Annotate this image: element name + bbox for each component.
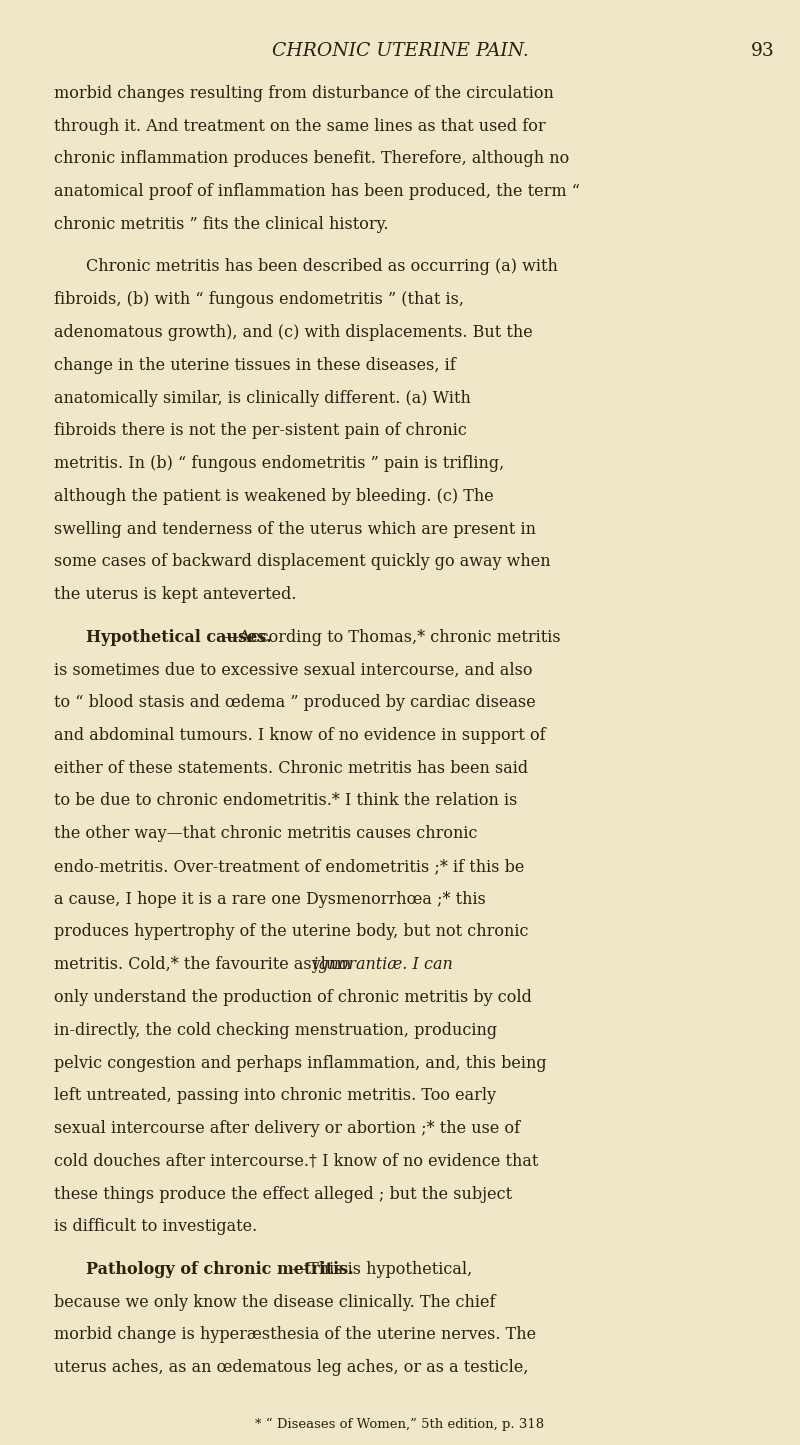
Text: Pathology of chronic metritis.: Pathology of chronic metritis. <box>86 1261 354 1277</box>
Text: anatomically similar, is clinically different. (a) With: anatomically similar, is clinically diff… <box>54 390 471 406</box>
Text: the other way—that chronic metritis causes chronic: the other way—that chronic metritis caus… <box>54 825 478 842</box>
Text: anatomical proof of inflammation has been produced, the term “: anatomical proof of inflammation has bee… <box>54 184 581 199</box>
Text: 93: 93 <box>750 42 774 59</box>
Text: metritis. Cold,* the favourite asylum: metritis. Cold,* the favourite asylum <box>54 957 352 974</box>
Text: sexual intercourse after delivery or abortion ;* the use of: sexual intercourse after delivery or abo… <box>54 1120 521 1137</box>
Text: is sometimes due to excessive sexual intercourse, and also: is sometimes due to excessive sexual int… <box>54 662 533 678</box>
Text: either of these statements. Chronic metritis has been said: either of these statements. Chronic metr… <box>54 760 529 777</box>
Text: morbid change is hyperæsthesia of the uterine nerves. The: morbid change is hyperæsthesia of the ut… <box>54 1327 537 1344</box>
Text: fibroids there is not the per-sistent pain of chronic: fibroids there is not the per-sistent pa… <box>54 422 467 439</box>
Text: —This is hypothetical,: —This is hypothetical, <box>292 1261 472 1277</box>
Text: chronic metritis ” fits the clinical history.: chronic metritis ” fits the clinical his… <box>54 215 389 233</box>
Text: swelling and tenderness of the uterus which are present in: swelling and tenderness of the uterus wh… <box>54 520 536 538</box>
Text: a cause, I hope it is a rare one Dysmenorrhœa ;* this: a cause, I hope it is a rare one Dysmeno… <box>54 890 486 907</box>
Text: in-directly, the cold checking menstruation, producing: in-directly, the cold checking menstruat… <box>54 1022 498 1039</box>
Text: only understand the production of chronic metritis by cold: only understand the production of chroni… <box>54 988 532 1006</box>
Text: uterus aches, as an œdematous leg aches, or as a testicle,: uterus aches, as an œdematous leg aches,… <box>54 1360 529 1376</box>
Text: because we only know the disease clinically. The chief: because we only know the disease clinica… <box>54 1293 496 1311</box>
Text: * “ Diseases of Women,” 5th edition, p. 318: * “ Diseases of Women,” 5th edition, p. … <box>255 1418 545 1432</box>
Text: the uterus is kept anteverted.: the uterus is kept anteverted. <box>54 587 297 603</box>
Text: ignorantiæ. I can: ignorantiæ. I can <box>308 957 453 974</box>
Text: to be due to chronic endometritis.* I think the relation is: to be due to chronic endometritis.* I th… <box>54 792 518 809</box>
Text: adenomatous growth), and (c) with displacements. But the: adenomatous growth), and (c) with displa… <box>54 324 533 341</box>
Text: through it. And treatment on the same lines as that used for: through it. And treatment on the same li… <box>54 117 546 134</box>
Text: fibroids, (b) with “ fungous endometritis ” (that is,: fibroids, (b) with “ fungous endometriti… <box>54 292 464 308</box>
Text: change in the uterine tissues in these diseases, if: change in the uterine tissues in these d… <box>54 357 456 374</box>
Text: endo-metritis. Over-treatment of endometritis ;* if this be: endo-metritis. Over-treatment of endomet… <box>54 858 525 876</box>
Text: these things produce the effect alleged ; but the subject: these things produce the effect alleged … <box>54 1185 513 1202</box>
Text: —According to Thomas,* chronic metritis: —According to Thomas,* chronic metritis <box>223 629 561 646</box>
Text: Hypothetical causes.: Hypothetical causes. <box>86 629 272 646</box>
Text: pelvic congestion and perhaps inflammation, and, this being: pelvic congestion and perhaps inflammati… <box>54 1055 547 1072</box>
Text: is difficult to investigate.: is difficult to investigate. <box>54 1218 258 1235</box>
Text: metritis. In (b) “ fungous endometritis ” pain is trifling,: metritis. In (b) “ fungous endometritis … <box>54 455 505 473</box>
Text: to “ blood stasis and œdema ” produced by cardiac disease: to “ blood stasis and œdema ” produced b… <box>54 694 536 711</box>
Text: and abdominal tumours. I know of no evidence in support of: and abdominal tumours. I know of no evid… <box>54 727 546 744</box>
Text: some cases of backward displacement quickly go away when: some cases of backward displacement quic… <box>54 553 551 571</box>
Text: produces hypertrophy of the uterine body, but not chronic: produces hypertrophy of the uterine body… <box>54 923 529 941</box>
Text: cold douches after intercourse.† I know of no evidence that: cold douches after intercourse.† I know … <box>54 1153 538 1170</box>
Text: left untreated, passing into chronic metritis. Too early: left untreated, passing into chronic met… <box>54 1087 497 1104</box>
Text: although the patient is weakened by bleeding. (c) The: although the patient is weakened by blee… <box>54 488 494 504</box>
Text: CHRONIC UTERINE PAIN.: CHRONIC UTERINE PAIN. <box>271 42 529 59</box>
Text: Chronic metritis has been described as occurring (a) with: Chronic metritis has been described as o… <box>86 259 558 276</box>
Text: morbid changes resulting from disturbance of the circulation: morbid changes resulting from disturbanc… <box>54 85 554 101</box>
Text: chronic inflammation produces benefit. Therefore, although no: chronic inflammation produces benefit. T… <box>54 150 570 168</box>
